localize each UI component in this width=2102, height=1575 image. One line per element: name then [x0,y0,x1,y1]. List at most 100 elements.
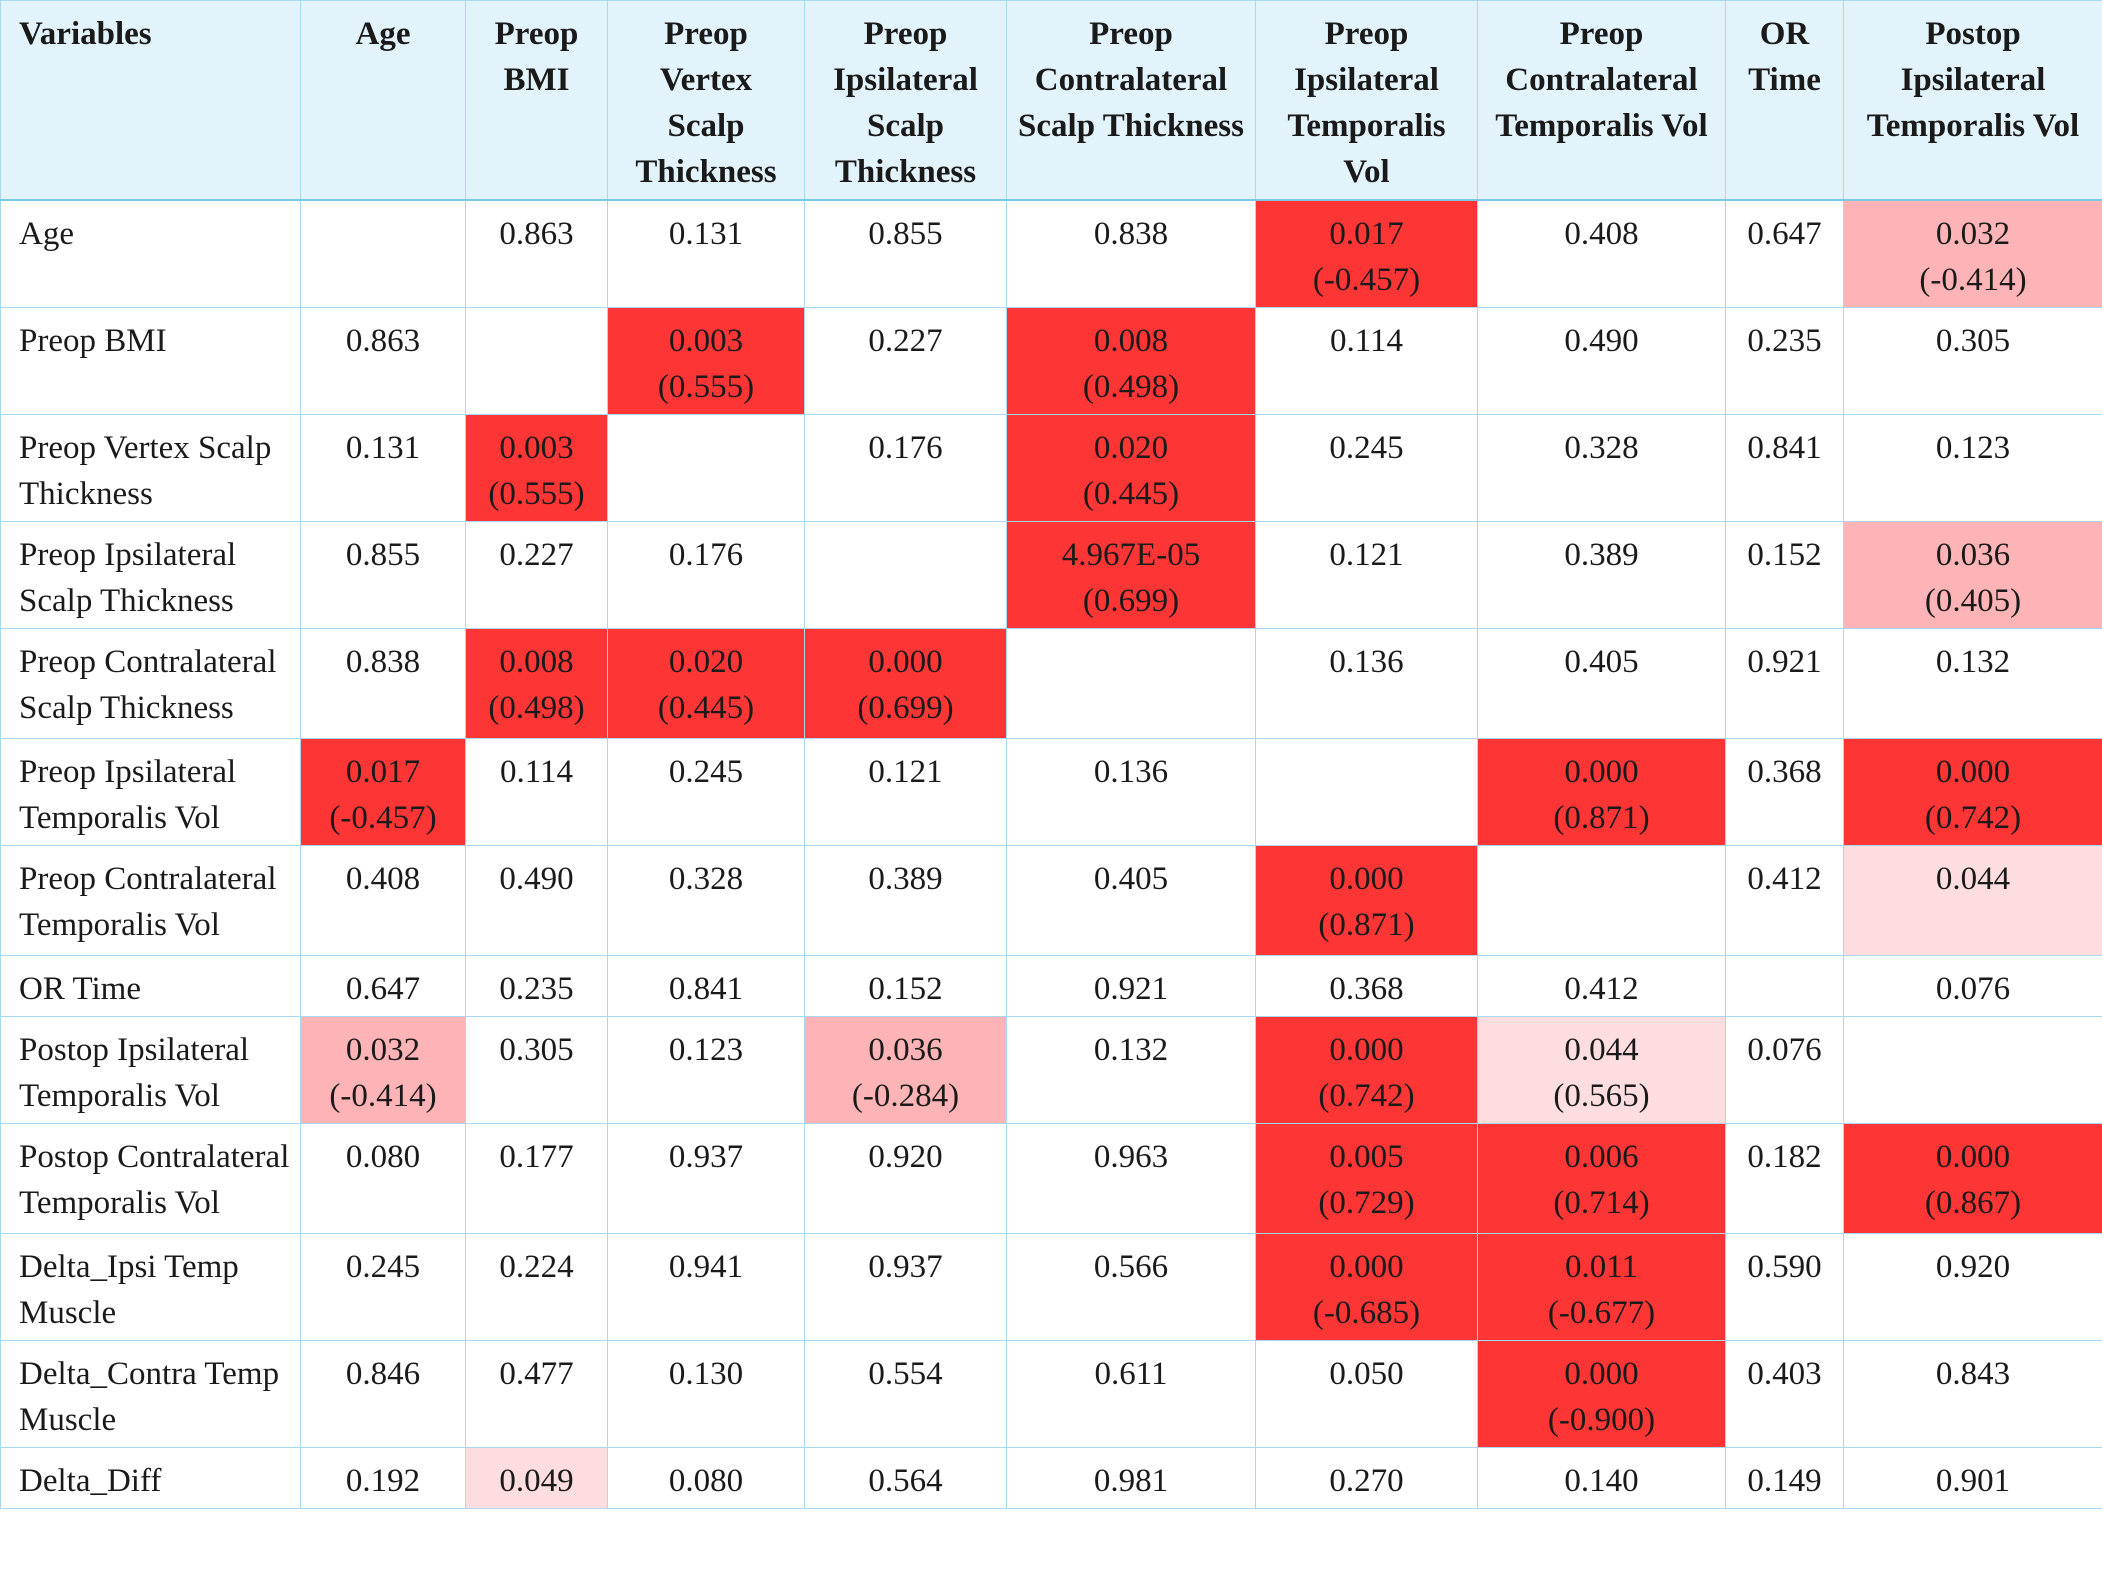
p-value: 0.490 [499,861,574,897]
table-cell: 0.136 [1006,738,1256,846]
p-value: 0.050 [1329,1356,1404,1392]
table-cell: 0.017 (-0.457) [300,738,466,846]
table-cell: 0.227 [804,307,1007,415]
p-value: 0.076 [1747,1032,1822,1068]
table-cell: 0.566 [1006,1233,1256,1341]
p-value: 0.566 [1093,1249,1169,1285]
table-cell [300,199,466,308]
table-cell: 0.080 [300,1123,466,1234]
table-cell [1006,628,1256,739]
p-value: 0.036 [868,1032,943,1068]
table-cell: 0.000 (0.742) [1843,738,2102,846]
table-cell: 0.647 [300,955,466,1017]
table-cell: 0.121 [804,738,1007,846]
p-value: 0.838 [345,644,421,680]
p-value: 0.044 [1935,861,2011,897]
p-value: 0.477 [499,1356,574,1392]
table-cell: 0.408 [1477,199,1726,308]
row-label: Postop Contralateral Temporalis Vol [0,1123,301,1234]
table-cell: 0.841 [607,955,805,1017]
p-value: 0.123 [668,1032,744,1068]
p-value: 0.000 [1935,754,2011,790]
correlation-coefficient: (-0.284) [851,1078,960,1114]
table-cell: 0.245 [1255,414,1478,522]
correlation-coefficient: (-0.457) [329,800,437,836]
table-cell: 0.921 [1725,628,1844,739]
table-cell [1725,955,1844,1017]
p-value: 0.412 [1747,861,1822,897]
p-value: 0.152 [868,971,943,1007]
p-value: 0.920 [868,1139,943,1175]
p-value: 0.235 [1747,323,1822,359]
table-cell: 0.245 [300,1233,466,1341]
p-value: 0.841 [668,971,744,1007]
table-cell: 0.121 [1255,521,1478,629]
p-value: 0.647 [345,971,421,1007]
table-cell: 0.590 [1725,1233,1844,1341]
p-value: 0.403 [1747,1356,1822,1392]
p-value: 0.005 [1329,1139,1404,1175]
row-label: Delta_Diff [0,1447,301,1509]
table-cell [607,414,805,522]
table-cell: 0.305 [465,1016,608,1124]
table-cell: 0.114 [1255,307,1478,415]
p-value: 0.227 [868,323,943,359]
p-value: 0.017 [345,754,421,790]
table-cell: 0.838 [300,628,466,739]
p-value: 0.152 [1747,537,1822,573]
table-cell: 0.008 (0.498) [1006,307,1256,415]
p-value: 0.368 [1747,754,1822,790]
correlation-coefficient: (-0.900) [1547,1402,1656,1438]
table-body: Age 0.863 0.131 0.855 0.838 0.017 (-0.457) 0.40… [0,199,2102,1509]
table-cell: 0.921 [1006,955,1256,1017]
table-cell: 0.937 [804,1233,1007,1341]
table-cell: 0.044 (0.565) [1477,1016,1726,1124]
p-value: 0.245 [668,754,744,790]
row-label: OR Time [0,955,301,1017]
p-value: 0.003 [668,323,744,359]
table-cell: 0.003 (0.555) [465,414,608,522]
correlation-coefficient: (-0.457) [1312,262,1421,298]
table-cell: 0.132 [1843,628,2102,739]
correlation-coefficient: (0.498) [1082,369,1180,405]
p-value: 0.149 [1747,1463,1822,1499]
table-cell: 0.408 [300,845,466,956]
table-cell: 0.981 [1006,1447,1256,1509]
p-value: 0.020 [1093,430,1169,466]
p-value: 0.003 [499,430,574,466]
p-value: 0.049 [499,1463,574,1499]
table-cell: 0.192 [300,1447,466,1509]
row-label: Preop Contralateral Scalp Thickness [0,628,301,739]
table-cell: 0.000 (0.867) [1843,1123,2102,1234]
table-row: Delta_Ipsi Temp Muscle 0.245 0.224 0.941 0.9… [0,1233,2102,1341]
p-value: 0.841 [1747,430,1822,466]
table-row: Preop Contralateral Temporalis Vol 0.408 0… [0,845,2102,956]
p-value: 0.590 [1747,1249,1822,1285]
p-value: 0.008 [1093,323,1169,359]
table-cell: 0.049 [465,1447,608,1509]
table-cell [804,521,1007,629]
p-value: 0.405 [1564,644,1639,680]
p-value: 0.920 [1935,1249,2011,1285]
table-row: Preop Vertex Scalp Thickness 0.131 0.003 (0… [0,414,2102,522]
p-value: 0.176 [868,430,943,466]
correlation-coefficient: (0.871) [1318,907,1415,943]
row-label: Delta_Contra Temp Muscle [0,1340,301,1448]
table-cell: 0.130 [607,1340,805,1448]
table-cell: 0.843 [1843,1340,2102,1448]
header-cell-preop-ipsilateral-scalp-thickness: Preop Ipsilateral Scalp Thickness [804,0,1007,201]
table-cell: 0.011 (-0.677) [1477,1233,1726,1341]
header-cell-preop-contralateral-temporalis-vol: Preop Contralateral Temporalis Vol [1477,0,1726,201]
p-value: 0.846 [345,1356,421,1392]
table-cell: 0.368 [1725,738,1844,846]
p-value: 0.114 [499,754,574,790]
correlation-coefficient: (0.699) [857,690,954,726]
p-value: 0.981 [1093,1463,1169,1499]
p-value: 0.136 [1093,754,1169,790]
table-cell: 0.123 [607,1016,805,1124]
table-cell: 0.000 (0.742) [1255,1016,1478,1124]
table-cell: 0.328 [607,845,805,956]
correlation-coefficient: (0.445) [1082,476,1180,512]
header-cell-variables: Variables [0,0,301,201]
table-cell: 0.182 [1725,1123,1844,1234]
